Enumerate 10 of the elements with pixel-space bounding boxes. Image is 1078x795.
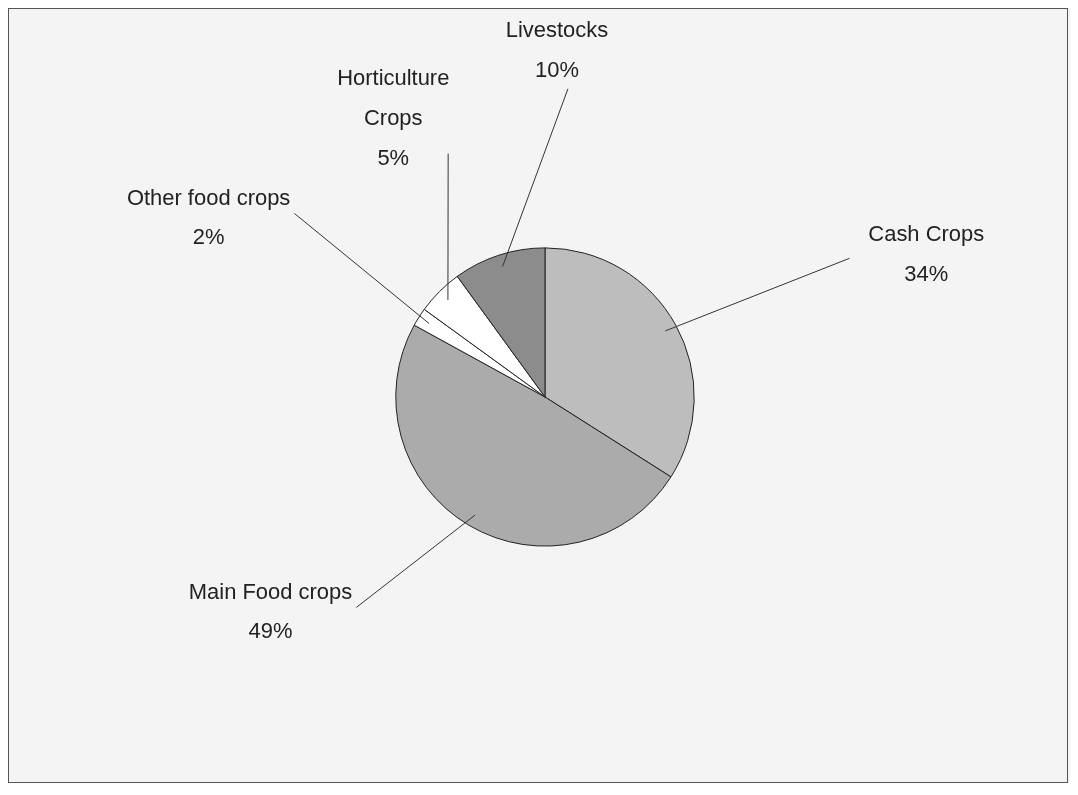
data-label: 5% — [377, 144, 410, 170]
slice-label: Other food crops — [126, 184, 291, 210]
slice-label: Horticulture Crops — [337, 64, 450, 130]
data-label: 34% — [904, 261, 949, 287]
data-label: 10% — [535, 56, 579, 82]
slice-label: Livestocks — [505, 17, 609, 42]
data-label: 2% — [192, 224, 225, 250]
slice-label: Main Food crops — [188, 578, 353, 604]
slice-label: Cash Crops — [868, 221, 985, 247]
data-label: 49% — [248, 618, 293, 644]
